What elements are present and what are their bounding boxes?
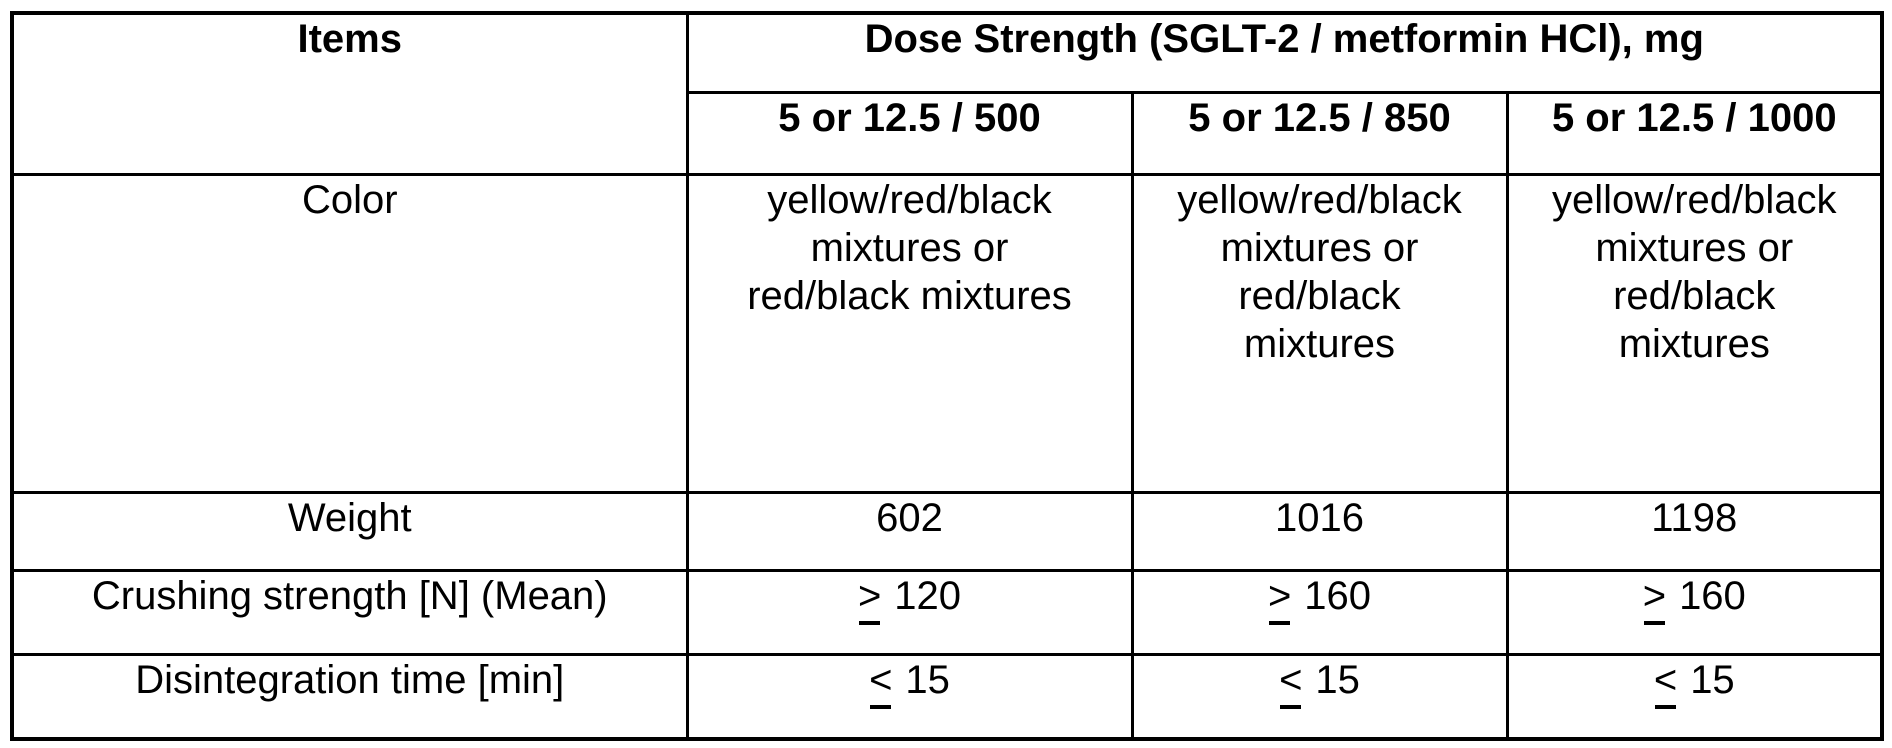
color-line: yellow/red/black (767, 177, 1052, 222)
disintegration-time-label-cell: Disintegration time [min] (10, 652, 689, 741)
items-header-cell: Items (10, 11, 689, 176)
crushing-strength-number: 160 (1304, 573, 1372, 618)
color-row: Color yellow/red/black mixtures or red/b… (10, 172, 1884, 494)
dose-column-1000-cell: 5 or 12.5 / 1000 (1505, 90, 1884, 176)
color-line: mixtures or (810, 225, 1009, 270)
crushing-strength-value: >160 (1510, 573, 1879, 625)
dose-column-500-label: 5 or 12.5 / 500 (778, 95, 1041, 140)
weight-value: 1198 (1651, 495, 1738, 540)
crushing-strength-value: >120 (690, 573, 1129, 625)
greater-equal-symbol: > (857, 573, 882, 625)
greater-equal-symbol: > (1642, 573, 1667, 625)
color-value-cell-850: yellow/red/black mixtures or red/black m… (1130, 172, 1509, 494)
color-line: mixtures or (1220, 225, 1419, 270)
disintegration-time-value: <15 (690, 657, 1129, 709)
disintegration-time-number: 15 (905, 657, 950, 702)
crushing-strength-value: >160 (1135, 573, 1504, 625)
color-value-cell-500: yellow/red/black mixtures or red/black m… (685, 172, 1134, 494)
disintegration-time-number: 15 (1690, 657, 1735, 702)
crushing-strength-row: Crushing strength [N] (Mean) >120 >160 >… (10, 568, 1884, 656)
less-equal-symbol: < (1279, 657, 1303, 709)
disintegration-time-value: <15 (1510, 657, 1879, 709)
crushing-strength-cell-1000: >160 (1505, 568, 1884, 656)
disintegration-time-cell-1000: <15 (1505, 652, 1884, 741)
weight-row-label: Weight (287, 495, 412, 540)
crushing-strength-cell-850: >160 (1130, 568, 1509, 656)
dose-column-850-label: 5 or 12.5 / 850 (1188, 95, 1451, 140)
header-row-top: Items Dose Strength (SGLT-2 / metformin … (10, 11, 1884, 176)
color-line: mixtures or (1595, 225, 1794, 270)
dose-column-850-cell: 5 or 12.5 / 850 (1130, 90, 1509, 176)
color-row-label: Color (301, 177, 398, 222)
disintegration-time-value: <15 (1135, 657, 1504, 709)
weight-row: Weight 602 1016 1198 (10, 490, 1884, 572)
weight-value-cell-500: 602 (685, 490, 1134, 572)
disintegration-time-row: Disintegration time [min] <15 <15 <15 (10, 652, 1884, 741)
weight-value: 1016 (1275, 495, 1364, 540)
disintegration-time-cell-850: <15 (1130, 652, 1509, 741)
color-value-cell-1000: yellow/red/black mixtures or red/black m… (1505, 172, 1884, 494)
crushing-strength-number: 120 (894, 573, 962, 618)
crushing-strength-label: Crushing strength [N] (Mean) (91, 573, 608, 618)
color-row-label-cell: Color (10, 172, 689, 494)
color-line: yellow/red/black (1177, 177, 1462, 222)
greater-equal-symbol: > (1267, 573, 1292, 625)
dose-strength-header-label: Dose Strength (SGLT-2 / metformin HCl), … (864, 17, 1704, 61)
header-row-doses: 5 or 12.5 / 500 5 or 12.5 / 850 5 or 12.… (12, 90, 1884, 176)
dose-column-1000-label: 5 or 12.5 / 1000 (1551, 95, 1837, 140)
disintegration-time-cell-500: <15 (685, 652, 1134, 741)
weight-value: 602 (876, 495, 943, 540)
color-line: red/black (1613, 273, 1776, 318)
color-line: yellow/red/black (1551, 177, 1837, 222)
dose-column-500-cell: 5 or 12.5 / 500 (685, 90, 1134, 176)
less-equal-symbol: < (869, 657, 893, 709)
less-equal-symbol: < (1653, 657, 1678, 709)
crushing-strength-cell-500: >120 (685, 568, 1134, 656)
color-line: red/black (1238, 273, 1401, 318)
dose-strength-table: Items Dose Strength (SGLT-2 / metformin … (10, 11, 1885, 741)
dose-strength-header-cell: Dose Strength (SGLT-2 / metformin HCl), … (685, 11, 1884, 94)
color-line: red/black mixtures (747, 273, 1072, 318)
weight-value-cell-1000: 1198 (1505, 490, 1884, 572)
color-line: mixtures (1243, 321, 1396, 366)
disintegration-time-label: Disintegration time [min] (135, 657, 565, 702)
crushing-strength-number: 160 (1679, 573, 1746, 618)
weight-row-label-cell: Weight (10, 490, 689, 572)
color-line: mixtures (1618, 321, 1770, 366)
disintegration-time-number: 15 (1315, 657, 1360, 702)
weight-value-cell-850: 1016 (1130, 490, 1509, 572)
items-header-label: Items (297, 17, 403, 61)
crushing-strength-label-cell: Crushing strength [N] (Mean) (10, 568, 689, 656)
